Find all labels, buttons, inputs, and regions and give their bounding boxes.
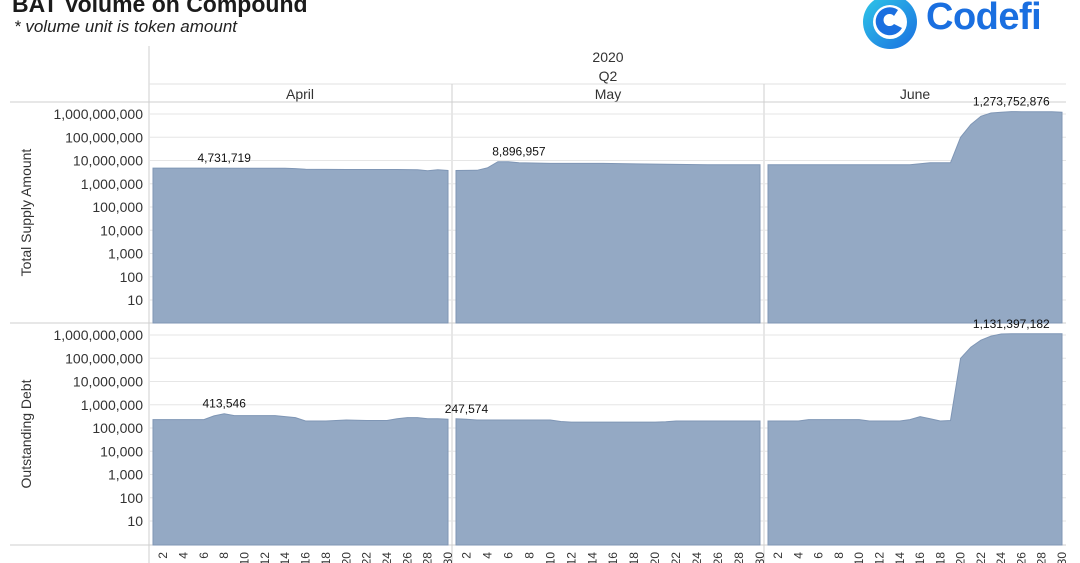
codefi-logo: Codefi	[858, 0, 1073, 50]
y-tick-label: 1,000,000,000	[53, 106, 143, 122]
x-tick-label: 12	[258, 552, 272, 563]
x-tick-label: 20	[339, 552, 353, 563]
x-tick-label: 22	[974, 552, 988, 563]
area-series	[767, 333, 1063, 546]
x-tick-label: 26	[400, 552, 414, 563]
y-tick-label: 10,000	[100, 443, 143, 459]
chart-title: BAT Volume on Compound	[12, 0, 308, 17]
y-tick-label: 100,000	[92, 420, 143, 436]
data-label: 4,731,719	[198, 151, 252, 165]
x-tick-label: 24	[690, 552, 704, 563]
y-tick-label: 100	[120, 490, 144, 506]
y-tick-label: 100,000,000	[65, 350, 143, 366]
x-tick-label: 20	[648, 552, 662, 563]
area-series	[767, 111, 1063, 324]
area-series	[152, 167, 449, 324]
chart-subtitle: * volume unit is token amount	[14, 17, 238, 36]
x-tick-label: 26	[1014, 552, 1028, 563]
x-tick-label: 24	[994, 552, 1008, 563]
x-tick-label: 6	[501, 552, 515, 559]
area-series	[152, 413, 449, 546]
y-tick-label: 1,000	[108, 246, 143, 262]
x-tick-label: 30	[753, 552, 767, 563]
area-series	[455, 418, 761, 546]
month-label: April	[286, 86, 314, 102]
y-tick-label: 1,000,000	[81, 176, 143, 192]
x-tick-label: 22	[360, 552, 374, 563]
y-tick-label: 10	[127, 513, 143, 529]
header-quarter: Q2	[599, 68, 618, 84]
x-tick-label: 28	[1035, 552, 1049, 563]
x-tick-label: 18	[627, 552, 641, 563]
y-tick-label: 100,000	[92, 199, 143, 215]
x-tick-label: 2	[459, 552, 473, 559]
x-tick-label: 6	[812, 552, 826, 559]
x-tick-label: 18	[319, 552, 333, 563]
x-tick-label: 10	[543, 552, 557, 563]
x-tick-label: 4	[177, 552, 191, 559]
x-tick-label: 14	[278, 552, 292, 563]
logo-wordmark: Codefi	[926, 0, 1042, 38]
x-tick-label: 14	[893, 552, 907, 563]
x-tick-label: 16	[913, 552, 927, 563]
y-axis-title: Total Supply Amount	[18, 149, 34, 277]
x-tick-label: 12	[564, 552, 578, 563]
y-tick-label: 10,000	[100, 222, 143, 238]
data-label: 8,896,957	[492, 145, 546, 159]
data-label: 1,273,752,876	[973, 95, 1050, 109]
x-tick-label: 8	[217, 552, 231, 559]
x-tick-label: 18	[933, 552, 947, 563]
y-tick-label: 1,000,000,000	[53, 327, 143, 343]
data-label: 1,131,397,182	[973, 317, 1050, 331]
month-label: June	[900, 86, 931, 102]
x-tick-label: 28	[421, 552, 435, 563]
month-label: May	[595, 86, 621, 102]
x-tick-label: 16	[299, 552, 313, 563]
data-label: 413,546	[203, 397, 247, 411]
y-tick-label: 10,000,000	[73, 153, 143, 169]
x-tick-label: 10	[852, 552, 866, 563]
y-tick-label: 1,000,000	[81, 397, 143, 413]
x-tick-label: 30	[441, 552, 455, 563]
y-tick-label: 10,000,000	[73, 374, 143, 390]
x-tick-label: 28	[732, 552, 746, 563]
x-tick-label: 16	[606, 552, 620, 563]
y-axis-title: Outstanding Debt	[18, 379, 34, 488]
x-tick-label: 24	[380, 552, 394, 563]
y-tick-label: 100	[120, 269, 144, 285]
x-tick-label: 2	[771, 552, 785, 559]
data-label: 247,574	[445, 402, 489, 416]
x-tick-label: 6	[197, 552, 211, 559]
x-tick-label: 8	[832, 552, 846, 559]
x-tick-label: 30	[1055, 552, 1069, 563]
codefi-swirl-icon	[863, 0, 917, 49]
x-tick-label: 22	[669, 552, 683, 563]
x-tick-label: 12	[873, 552, 887, 563]
x-tick-label: 20	[954, 552, 968, 563]
x-tick-label: 4	[791, 552, 805, 559]
y-tick-label: 1,000	[108, 467, 143, 483]
x-tick-label: 14	[585, 552, 599, 563]
area-series	[455, 161, 761, 324]
x-tick-label: 4	[480, 552, 494, 559]
y-tick-label: 10	[127, 292, 143, 308]
x-tick-label: 8	[522, 552, 536, 559]
y-tick-label: 100,000,000	[65, 129, 143, 145]
header-year: 2020	[592, 49, 623, 65]
x-tick-label: 2	[156, 552, 170, 559]
x-tick-label: 10	[238, 552, 252, 563]
x-tick-label: 26	[711, 552, 725, 563]
